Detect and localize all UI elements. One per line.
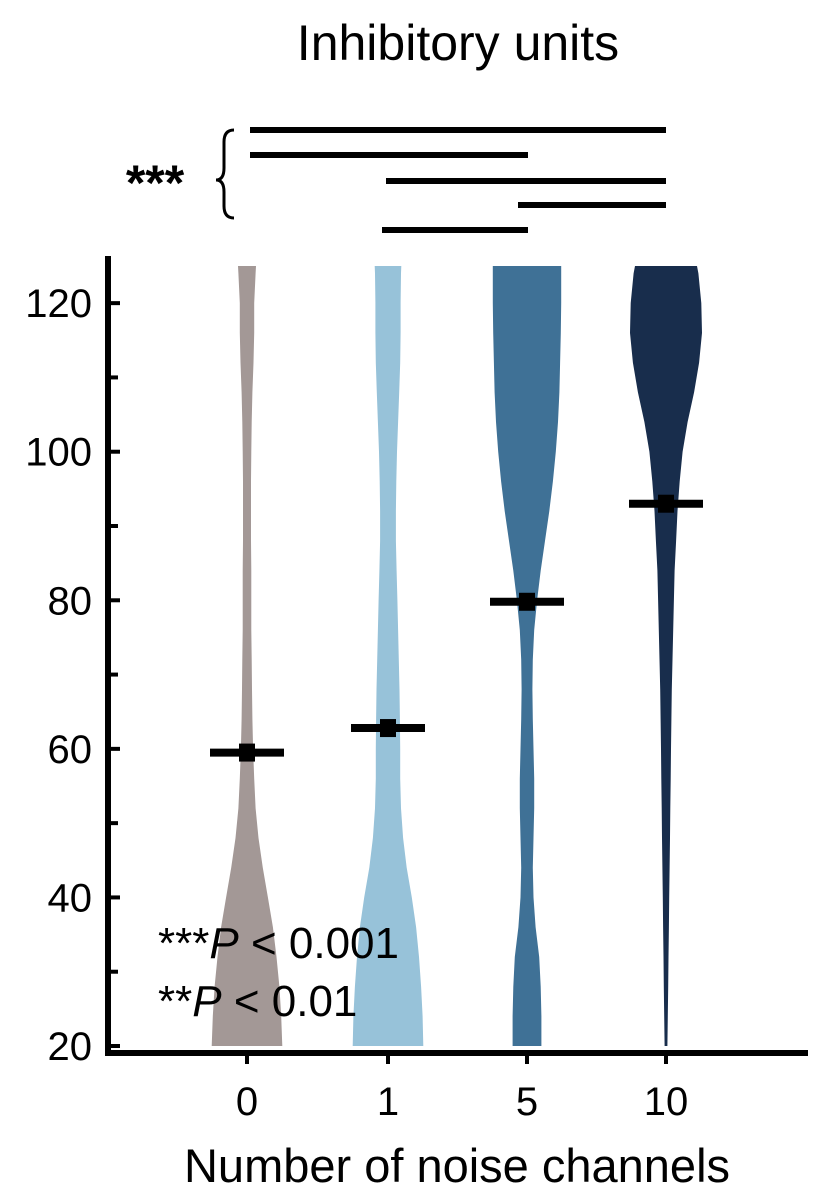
- x-axis-title: Number of noise channels: [184, 1139, 730, 1192]
- x-ticks: 0 1 5 10: [236, 1053, 688, 1124]
- axes: [105, 256, 808, 1056]
- p-value-annotation: **P < 0.01: [158, 977, 357, 1026]
- y-tick-label: 100: [25, 431, 92, 475]
- violin-0: [211, 266, 283, 1046]
- p-value-annotations: ***P < 0.001 **P < 0.01: [158, 919, 399, 1026]
- mean-markers: [210, 494, 703, 762]
- violin-5: [492, 266, 562, 1046]
- significance-stars: ***: [126, 155, 185, 211]
- curly-brace: [215, 128, 235, 220]
- p-value-annotation: ***P < 0.001: [158, 919, 399, 968]
- y-tick-label: 20: [48, 1025, 93, 1069]
- x-tick-label: 10: [644, 1080, 689, 1124]
- x-tick-label: 1: [377, 1080, 399, 1124]
- y-tick-label: 40: [48, 876, 93, 920]
- violin-10: [630, 266, 702, 1046]
- x-tick-label: 5: [516, 1080, 538, 1124]
- x-tick-label: 0: [236, 1080, 258, 1124]
- chart-title: Inhibitory units: [297, 15, 619, 71]
- y-tick-label: 120: [25, 282, 92, 326]
- mean-errorbar-5: [519, 592, 535, 611]
- violin-1: [352, 266, 424, 1046]
- significance-brackets: [250, 127, 666, 233]
- mean-errorbar-0: [239, 743, 255, 762]
- mean-errorbar-10: [658, 494, 674, 513]
- mean-errorbar-1: [380, 719, 396, 738]
- y-tick-label: 60: [48, 728, 93, 772]
- violins: [211, 266, 702, 1046]
- y-tick-label: 80: [48, 579, 93, 623]
- y-ticks: 20 40 60 80 100 120: [25, 282, 120, 1069]
